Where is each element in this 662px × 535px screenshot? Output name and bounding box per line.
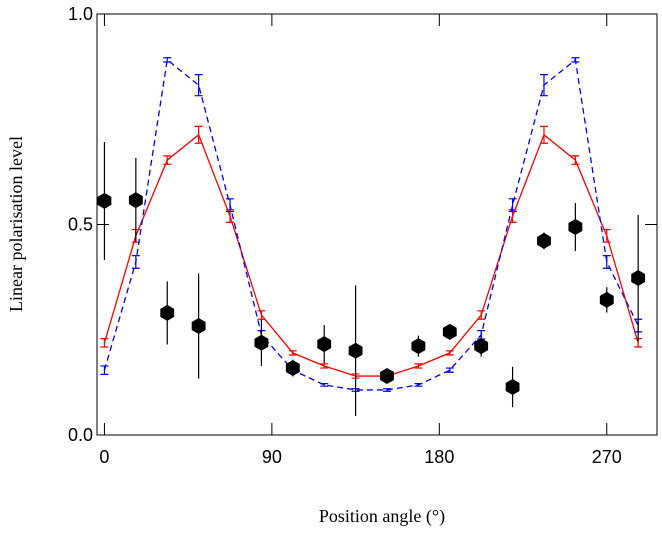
x-tick-label: 90 — [262, 447, 282, 467]
error-bar — [163, 155, 172, 165]
data-point — [568, 219, 583, 236]
error-bar — [571, 57, 580, 63]
data-point — [442, 323, 457, 340]
error-bar — [414, 383, 423, 387]
y-axis-label: Linear polarisation level — [6, 136, 26, 312]
error-bar — [257, 310, 266, 320]
error-bar — [320, 383, 329, 387]
data-point — [317, 336, 332, 353]
x-tick-label: 270 — [592, 447, 622, 467]
x-tick-label: 180 — [424, 447, 454, 467]
y-tick-label: 1.0 — [68, 4, 93, 24]
error-bar — [477, 310, 486, 320]
x-axis-label: Position angle (°) — [319, 506, 445, 527]
y-tick-label: 0.5 — [68, 215, 93, 235]
error-bar — [539, 125, 548, 144]
data-point — [191, 317, 206, 334]
x-tick-label: 0 — [99, 447, 109, 467]
data-point — [160, 304, 175, 321]
error-bar — [383, 388, 391, 392]
error-bar — [602, 228, 611, 243]
data-point — [411, 338, 426, 355]
data-point — [128, 192, 143, 209]
error-bar — [288, 350, 297, 356]
data-point — [537, 232, 551, 249]
data-point — [599, 291, 614, 308]
error-bar — [414, 363, 423, 369]
data-point — [505, 379, 520, 396]
series-line — [103, 58, 639, 391]
data-point — [631, 269, 646, 286]
error-bar — [320, 363, 329, 369]
data-point — [285, 360, 300, 377]
error-bar — [194, 125, 203, 144]
error-bar — [194, 74, 203, 97]
data-point — [380, 368, 394, 385]
data-point — [254, 334, 269, 351]
series-line — [103, 133, 639, 377]
error-bar — [100, 337, 109, 348]
data-point — [97, 192, 112, 209]
error-bar — [163, 57, 172, 63]
error-bar — [445, 367, 454, 373]
data-point — [474, 338, 489, 355]
error-bar — [445, 350, 454, 356]
error-bar — [602, 255, 611, 269]
error-bar — [100, 365, 109, 375]
error-bar — [226, 198, 235, 213]
error-bar — [539, 74, 548, 97]
error-bar — [131, 255, 140, 269]
y-tick-label: 0.0 — [68, 425, 93, 445]
data-point — [348, 342, 363, 359]
error-bar — [508, 198, 517, 213]
error-bar — [571, 155, 580, 165]
